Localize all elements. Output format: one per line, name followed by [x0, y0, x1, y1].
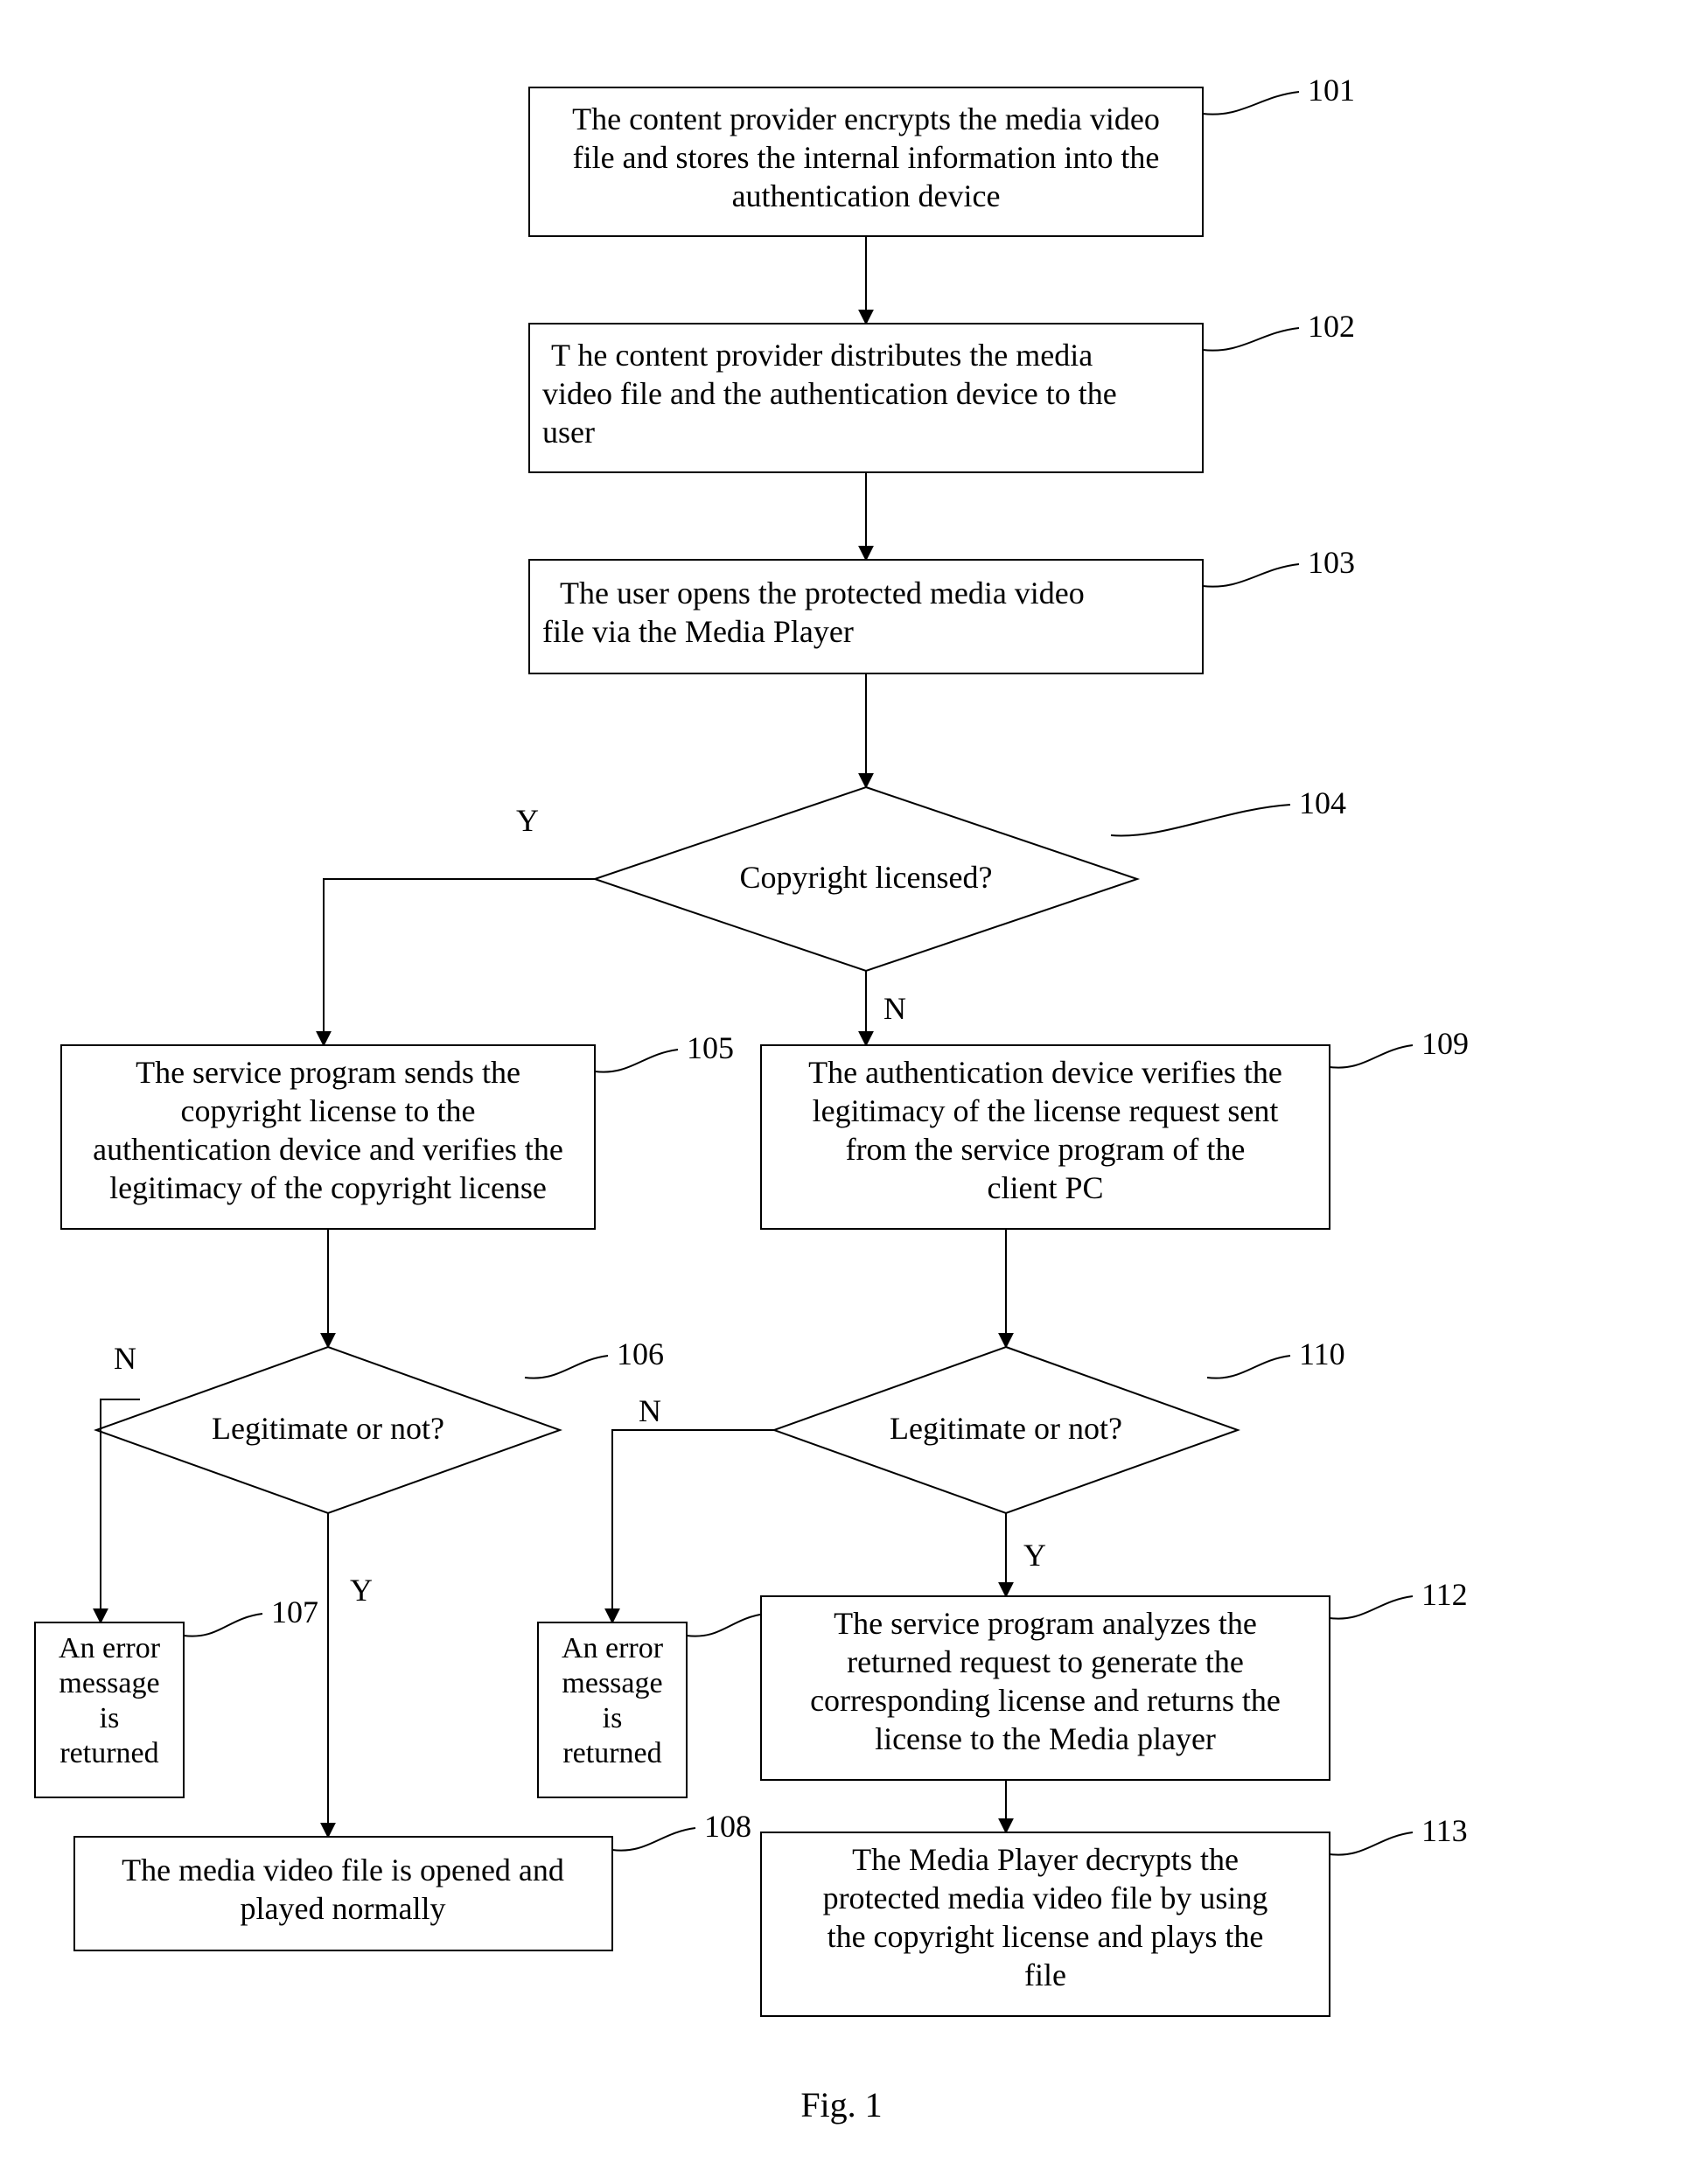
node-108-line2: played normally: [241, 1891, 446, 1926]
node-110-text: Legitimate or not?: [890, 1411, 1122, 1446]
num-110: 110: [1299, 1336, 1345, 1371]
node-105-line3: authentication device and verifies the: [93, 1132, 563, 1167]
leader-112: [1330, 1596, 1413, 1619]
node-107-line1: An error: [59, 1632, 161, 1664]
node-102-line1: T he content provider distributes the me…: [551, 338, 1093, 373]
node-112-line3: corresponding license and returns the: [810, 1683, 1281, 1718]
label-106-N: N: [114, 1341, 136, 1376]
node-109-line3: from the service program of the: [846, 1132, 1246, 1167]
label-110-N: N: [639, 1393, 661, 1428]
node-109-line1: The authentication device verifies the: [808, 1055, 1282, 1090]
node-105-line2: copyright license to the: [181, 1093, 476, 1128]
node-111-line4: returned: [562, 1737, 661, 1769]
node-101-line1: The content provider encrypts the media …: [572, 101, 1160, 136]
edge-110-111: [612, 1430, 774, 1622]
flowchart-svg: The content provider encrypts the media …: [0, 0, 1683, 2184]
label-104-Y: Y: [516, 803, 539, 838]
node-113-line1: The Media Player decrypts the: [852, 1842, 1239, 1877]
label-106-Y: Y: [350, 1573, 373, 1608]
num-108: 108: [704, 1809, 751, 1844]
node-105-line1: The service program sends the: [136, 1055, 520, 1090]
num-104: 104: [1299, 785, 1346, 820]
node-109-line4: client PC: [988, 1170, 1104, 1205]
node-108-line1: The media video file is opened and: [122, 1853, 564, 1887]
node-111-line2: message: [562, 1667, 662, 1699]
node-104-text: Copyright licensed?: [740, 860, 993, 895]
leader-103: [1203, 564, 1299, 587]
figure-label: Fig. 1: [800, 2085, 882, 2125]
node-103-line2: file via the Media Player: [542, 614, 854, 649]
node-103-line1: The user opens the protected media video: [560, 576, 1085, 611]
num-106: 106: [617, 1336, 664, 1371]
leader-106: [525, 1356, 608, 1378]
num-103: 103: [1308, 545, 1355, 580]
node-111-line3: is: [603, 1702, 623, 1734]
leader-111: [687, 1614, 765, 1636]
leader-109: [1330, 1045, 1413, 1068]
leader-108: [612, 1828, 695, 1851]
leader-105: [595, 1050, 678, 1072]
num-107: 107: [271, 1594, 318, 1629]
node-113-line3: the copyright license and plays the: [828, 1919, 1264, 1954]
num-112: 112: [1421, 1577, 1468, 1612]
node-113-line4: file: [1024, 1957, 1066, 1992]
node-101-line3: authentication device: [732, 178, 1001, 213]
leader-110: [1207, 1356, 1290, 1378]
node-107-line4: returned: [59, 1737, 158, 1769]
edge-104-105: [324, 879, 595, 1045]
node-102-line2: video file and the authentication device…: [542, 376, 1117, 411]
node-107-line2: message: [59, 1667, 159, 1699]
node-105-line4: legitimacy of the copyright license: [109, 1170, 547, 1205]
num-109: 109: [1421, 1026, 1469, 1061]
node-106-text: Legitimate or not?: [212, 1411, 444, 1446]
node-101-line2: file and stores the internal information…: [573, 140, 1160, 175]
node-112-line4: license to the Media player: [875, 1721, 1216, 1756]
node-102-line3: user: [542, 415, 595, 450]
node-112-line2: returned request to generate the: [847, 1644, 1244, 1679]
leader-113: [1330, 1832, 1413, 1855]
leader-102: [1203, 328, 1299, 351]
leader-104: [1111, 805, 1290, 835]
node-107-line3: is: [100, 1702, 120, 1734]
num-101: 101: [1308, 73, 1355, 108]
node-109-line2: legitimacy of the license request sent: [813, 1093, 1279, 1128]
node-112-line1: The service program analyzes the: [834, 1606, 1257, 1641]
num-105: 105: [687, 1030, 734, 1065]
num-102: 102: [1308, 309, 1355, 344]
label-110-Y: Y: [1023, 1538, 1046, 1573]
leader-107: [184, 1614, 262, 1636]
leader-101: [1203, 92, 1299, 115]
node-111-line1: An error: [562, 1632, 664, 1664]
node-113-line2: protected media video file by using: [823, 1880, 1268, 1915]
num-113: 113: [1421, 1813, 1468, 1848]
label-104-N: N: [883, 991, 906, 1026]
